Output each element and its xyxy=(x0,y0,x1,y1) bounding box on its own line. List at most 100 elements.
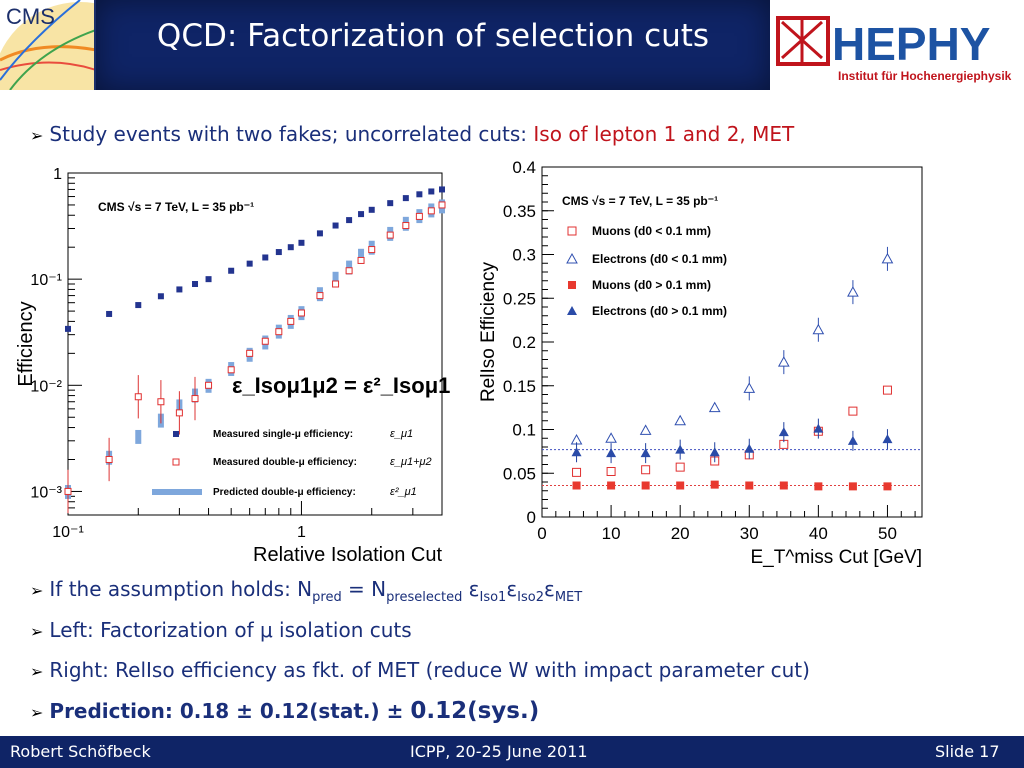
single-mu-point xyxy=(287,244,294,251)
electron-d0-low-point xyxy=(605,432,617,443)
muon-d0-high-point xyxy=(814,482,823,491)
sub-iso2: Iso2 xyxy=(517,590,544,605)
electron-d0-high-point xyxy=(675,444,686,454)
double-mu-point xyxy=(105,455,113,463)
y-tick-label: 10⁻³ xyxy=(30,484,62,501)
arrow-icon: ➢ xyxy=(30,703,44,722)
legend-label: Predicted double-μ efficiency: xyxy=(213,487,356,498)
sub-iso1: Iso1 xyxy=(479,590,507,605)
single-mu-point xyxy=(246,260,253,267)
plot-frame xyxy=(67,172,443,516)
muon-d0-low-point xyxy=(641,465,651,475)
double-mu-point xyxy=(345,267,353,275)
legend-label: Muons (d0 > 0.1 mm) xyxy=(592,278,711,292)
legend-label: Measured single-μ efficiency: xyxy=(213,429,353,440)
single-mu-point xyxy=(416,191,423,198)
electron-d0-low-point xyxy=(847,286,859,297)
cms-logo: CMS xyxy=(0,0,96,90)
hephy-subtitle: Institut für Hochenergiephysik xyxy=(838,69,1012,83)
footer: Robert Schöfbeck ICPP, 20-25 June 2011 S… xyxy=(0,736,1024,768)
electron-d0-low-point xyxy=(881,252,894,264)
legend-symbol: ε_μ1 xyxy=(390,428,413,440)
muon-d0-high-point xyxy=(883,482,892,491)
bullet-1: ➢ Study events with two fakes; uncorrelat… xyxy=(30,122,794,146)
hephy-logo-text: HEPHY xyxy=(832,18,990,70)
legend-label: Measured double-μ efficiency: xyxy=(213,457,357,468)
arrow-icon: ➢ xyxy=(30,126,44,145)
electron-d0-low-point xyxy=(743,382,756,393)
electron-d0-high-point xyxy=(606,448,617,458)
single-mu-point xyxy=(106,310,113,317)
cms-logo-text: CMS xyxy=(6,4,55,29)
single-mu-point xyxy=(316,230,323,237)
legend-label: Electrons (d0 < 0.1 mm) xyxy=(592,252,727,266)
x-tick-label: 0 xyxy=(537,524,546,543)
electron-d0-high-point xyxy=(813,423,824,433)
y-tick-label: 0.25 xyxy=(503,289,536,308)
muon-d0-high-point xyxy=(641,481,650,490)
x-tick-label: 20 xyxy=(671,524,690,543)
muon-d0-high-point xyxy=(779,481,788,490)
double-mu-point xyxy=(246,349,254,357)
electron-d0-high-point xyxy=(882,434,893,444)
legend-marker-muon-low xyxy=(567,226,577,236)
y-axis-label: Efficiency xyxy=(15,301,37,386)
single-mu-point xyxy=(275,249,282,256)
x-tick-label: 1 xyxy=(297,524,306,541)
electron-d0-low-point xyxy=(708,401,721,413)
bullet-2: ➢ If the assumption holds: Npred = Nprese… xyxy=(30,577,582,605)
muon-d0-low-point xyxy=(882,385,892,395)
x-tick-label: 40 xyxy=(809,524,828,543)
double-mu-point xyxy=(402,222,410,230)
double-mu-point xyxy=(287,317,295,325)
footer-author: Robert Schöfbeck xyxy=(10,742,151,761)
arrow-icon: ➢ xyxy=(30,622,44,641)
sub-preselected: preselected xyxy=(386,590,463,605)
single-mu-point xyxy=(387,200,394,207)
double-mu-point xyxy=(134,393,142,401)
bullet-3: ➢ Left: Factorization of μ isolation cuts xyxy=(30,618,412,642)
y-tick-label: 0.2 xyxy=(512,333,536,352)
muon-d0-low-point xyxy=(675,462,685,472)
single-mu-point xyxy=(298,239,305,246)
single-mu-point xyxy=(135,302,142,309)
bullet-4: ➢ Right: RelIso efficiency as fkt. of MET… xyxy=(30,658,810,682)
bullet-1-highlight: Iso of lepton 1 and 2, MET xyxy=(533,122,795,146)
double-mu-point xyxy=(316,292,324,300)
single-mu-point xyxy=(358,211,365,218)
single-mu-point xyxy=(65,325,71,332)
legend-label: Muons (d0 < 0.1 mm) xyxy=(592,224,711,238)
y-tick-label: 0.4 xyxy=(512,158,536,177)
muon-d0-low-point xyxy=(572,467,582,477)
legend-marker-predicted xyxy=(152,489,202,495)
legend-marker-muon-high xyxy=(568,281,576,289)
electron-d0-high-point xyxy=(778,427,789,437)
y-tick-label: 0.15 xyxy=(503,377,536,396)
x-tick-label: 50 xyxy=(878,524,897,543)
bullet-2-eq: = N xyxy=(341,577,387,601)
prediction-sys: 0.12(sys.) xyxy=(410,698,540,724)
electron-d0-high-point xyxy=(744,443,755,453)
y-tick-label: 0.35 xyxy=(503,202,536,221)
double-mu-point xyxy=(332,280,340,288)
muon-d0-low-point xyxy=(606,467,616,476)
arrow-icon: ➢ xyxy=(30,662,44,681)
y-tick-label: 1 xyxy=(53,166,62,183)
legend-marker-electron-low xyxy=(566,252,578,264)
y-tick-label: 0.05 xyxy=(503,464,536,483)
left-chart: 10⁻³ 10⁻² 10⁻¹ 1 10⁻¹ 1 Relative Isolation Cut… xyxy=(15,166,450,566)
predicted-point xyxy=(332,271,339,286)
single-mu-point xyxy=(402,195,409,202)
x-tick-label: 30 xyxy=(740,524,759,543)
single-mu-point xyxy=(262,254,269,261)
y-tick-label: 10⁻¹ xyxy=(30,272,62,289)
single-mu-point xyxy=(228,267,235,274)
prediction-text: Prediction: 0.18 ± 0.12(stat.) ± xyxy=(49,699,411,723)
double-mu-point xyxy=(386,231,394,239)
single-mu-point xyxy=(439,186,445,193)
electron-d0-low-point xyxy=(674,414,687,426)
x-tick-label: 10⁻¹ xyxy=(52,524,84,541)
plot-frame xyxy=(541,166,923,518)
single-mu-point xyxy=(368,206,375,213)
electron-d0-high-point xyxy=(847,435,858,445)
